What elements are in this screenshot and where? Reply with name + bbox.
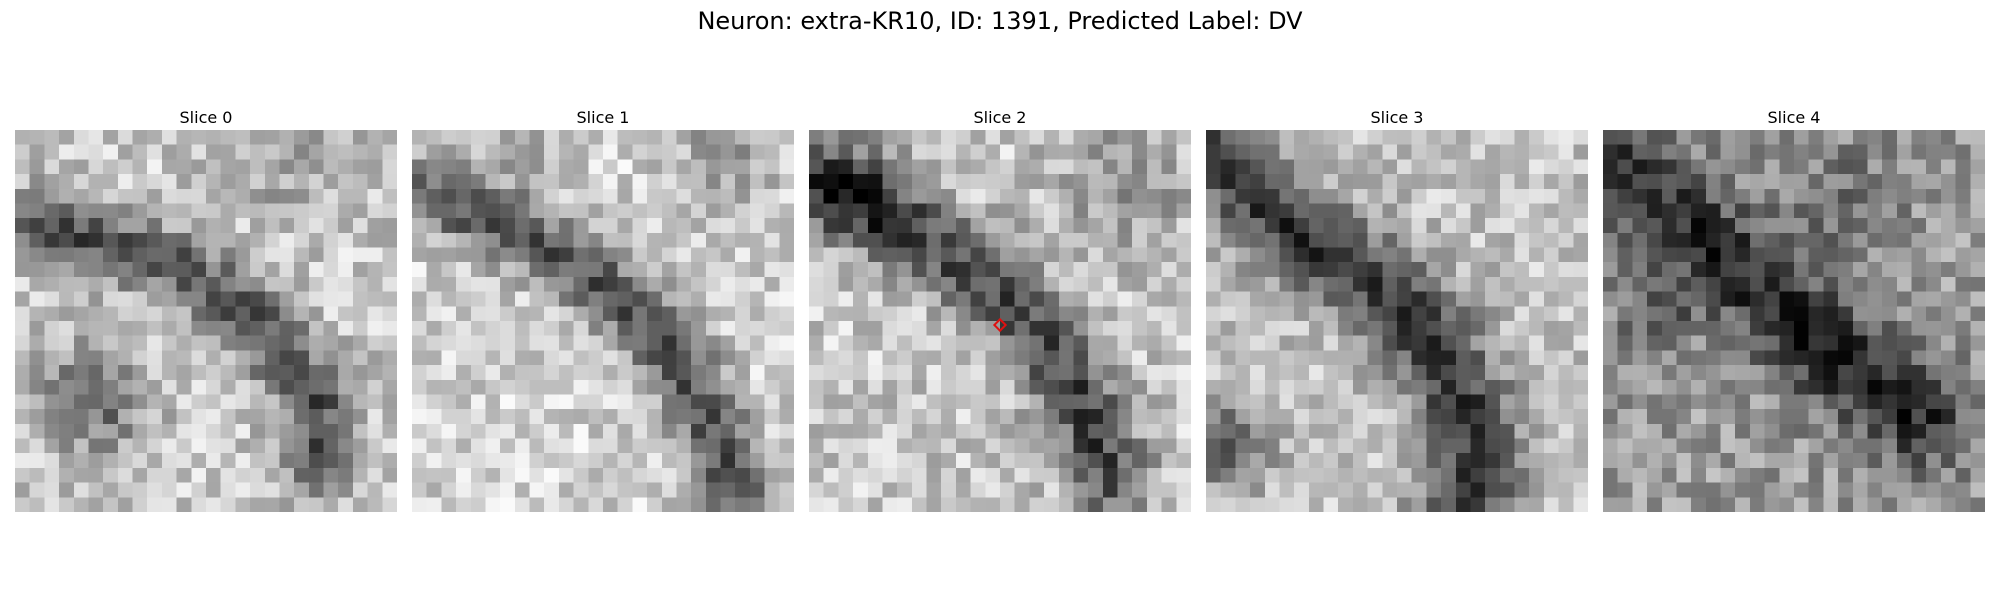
slice-panel-2: Slice 2 (809, 106, 1191, 512)
grayscale-slice-image (1206, 130, 1588, 512)
figure-title: Neuron: extra-KR10, ID: 1391, Predicted … (697, 7, 1303, 35)
slice-title: Slice 2 (973, 108, 1027, 127)
grayscale-slice-image (809, 130, 1191, 512)
slice-title: Slice 1 (576, 108, 630, 127)
grayscale-slice-image (412, 130, 794, 512)
slice-panel-0: Slice 0 (15, 106, 397, 512)
slice-title: Slice 3 (1370, 108, 1424, 127)
grayscale-slice-image (1603, 130, 1985, 512)
slice-panel-4: Slice 4 (1603, 106, 1985, 512)
slice-panel-3: Slice 3 (1206, 106, 1588, 512)
slice-title: Slice 4 (1767, 108, 1821, 127)
grayscale-slice-image (15, 130, 397, 512)
slice-title: Slice 0 (179, 108, 233, 127)
slice-panel-1: Slice 1 (412, 106, 794, 512)
